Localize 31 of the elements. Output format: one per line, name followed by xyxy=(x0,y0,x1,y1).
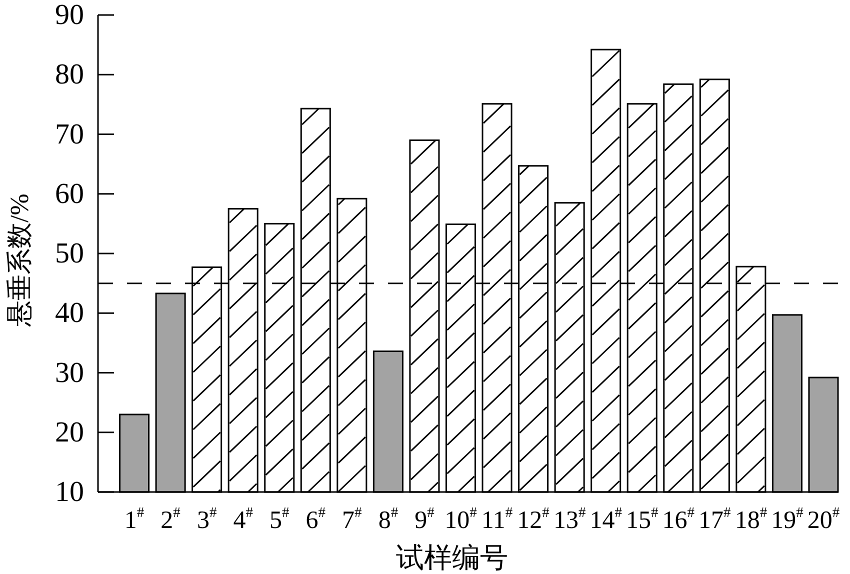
x-tick-label: 11$^{#}$ xyxy=(481,504,513,534)
x-tick-label: 19$^{#}$ xyxy=(771,504,804,534)
y-tick-label: 70 xyxy=(55,118,84,150)
x-tick-label: 4$^{#}$ xyxy=(233,504,253,534)
x-axis-title: 试样编号 xyxy=(396,543,508,574)
x-tick-label: 12$^{#}$ xyxy=(517,504,550,534)
y-tick-label: 90 xyxy=(55,0,84,31)
y-tick-label: 40 xyxy=(55,297,84,330)
x-tick-label: 16$^{#}$ xyxy=(662,504,695,534)
x-tick-label: 15$^{#}$ xyxy=(626,504,658,534)
y-tick-label: 50 xyxy=(55,238,84,270)
x-tick-label: 1$^{#}$ xyxy=(124,504,144,534)
y-tick-label: 10 xyxy=(55,476,84,508)
x-tick-label: 17$^{#}$ xyxy=(698,504,731,534)
x-tick-label: 3$^{#}$ xyxy=(196,504,217,534)
x-tick-label: 2$^{#}$ xyxy=(160,504,180,534)
x-tick-label: 7$^{#}$ xyxy=(342,504,362,534)
y-tick-label: 20 xyxy=(55,416,84,448)
x-tick-label: 6$^{#}$ xyxy=(306,504,326,534)
x-tick-label: 5$^{#}$ xyxy=(270,504,290,534)
y-tick-label: 30 xyxy=(55,356,84,389)
y-tick-label: 60 xyxy=(55,178,84,210)
x-tick-label: 8$^{#}$ xyxy=(378,504,398,534)
y-tick-label: 80 xyxy=(55,58,84,91)
x-tick-label: 13$^{#}$ xyxy=(553,504,586,534)
x-tick-label: 18$^{#}$ xyxy=(734,504,768,534)
y-axis-title: 悬垂系数/% xyxy=(4,194,34,328)
x-tick-label: 20$^{#}$ xyxy=(807,504,840,534)
x-tick-label: 10$^{#}$ xyxy=(444,504,477,534)
x-tick-label: 14$^{#}$ xyxy=(590,504,622,534)
x-tick-label: 9$^{#}$ xyxy=(414,504,434,534)
